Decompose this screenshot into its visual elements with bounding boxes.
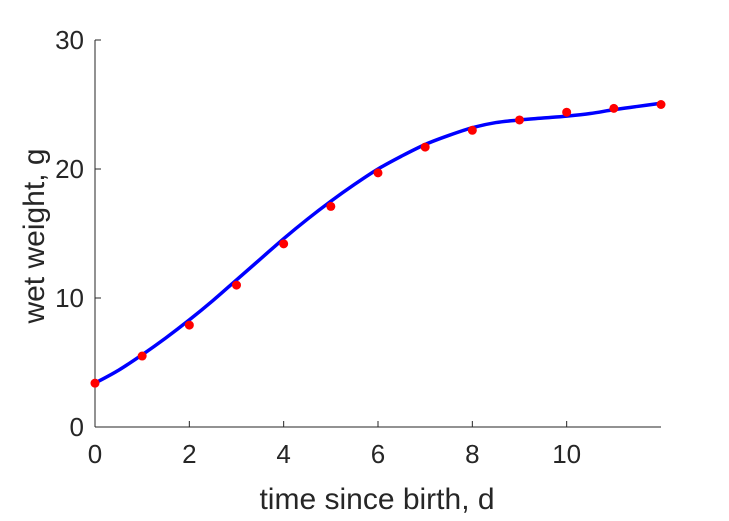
x-tick-label: 10: [552, 439, 581, 469]
y-tick-label: 30: [55, 25, 84, 55]
data-point: [326, 201, 336, 211]
y-axis-ticks: 0 10 20 30: [55, 25, 101, 442]
y-tick-label: 0: [70, 412, 84, 442]
data-point: [609, 103, 619, 113]
x-tick-label: 0: [88, 439, 102, 469]
x-tick-label: 4: [276, 439, 290, 469]
data-point: [515, 115, 524, 125]
x-tick-label: 8: [465, 439, 479, 469]
x-axis-ticks: 0 2 4 6 8 10: [88, 421, 581, 469]
fit-line: [94, 101, 662, 385]
data-point: [420, 142, 430, 152]
axes: [94, 40, 661, 428]
data-point: [137, 351, 147, 361]
data-point: [184, 320, 194, 330]
data-points: [90, 100, 666, 388]
x-axis-title: time since birth, d: [259, 483, 494, 516]
data-point: [90, 378, 100, 388]
y-axis-title: wet weight, g: [18, 148, 51, 324]
data-point: [232, 280, 241, 290]
data-point: [562, 107, 572, 117]
fit-curve: [94, 101, 662, 385]
data-point: [373, 168, 383, 178]
data-point: [656, 100, 666, 109]
y-tick-label: 20: [55, 154, 84, 184]
x-tick-label: 2: [182, 439, 196, 469]
data-point: [467, 125, 477, 135]
data-point: [279, 239, 289, 249]
y-tick-label: 10: [55, 283, 84, 313]
x-tick-label: 6: [371, 439, 385, 469]
